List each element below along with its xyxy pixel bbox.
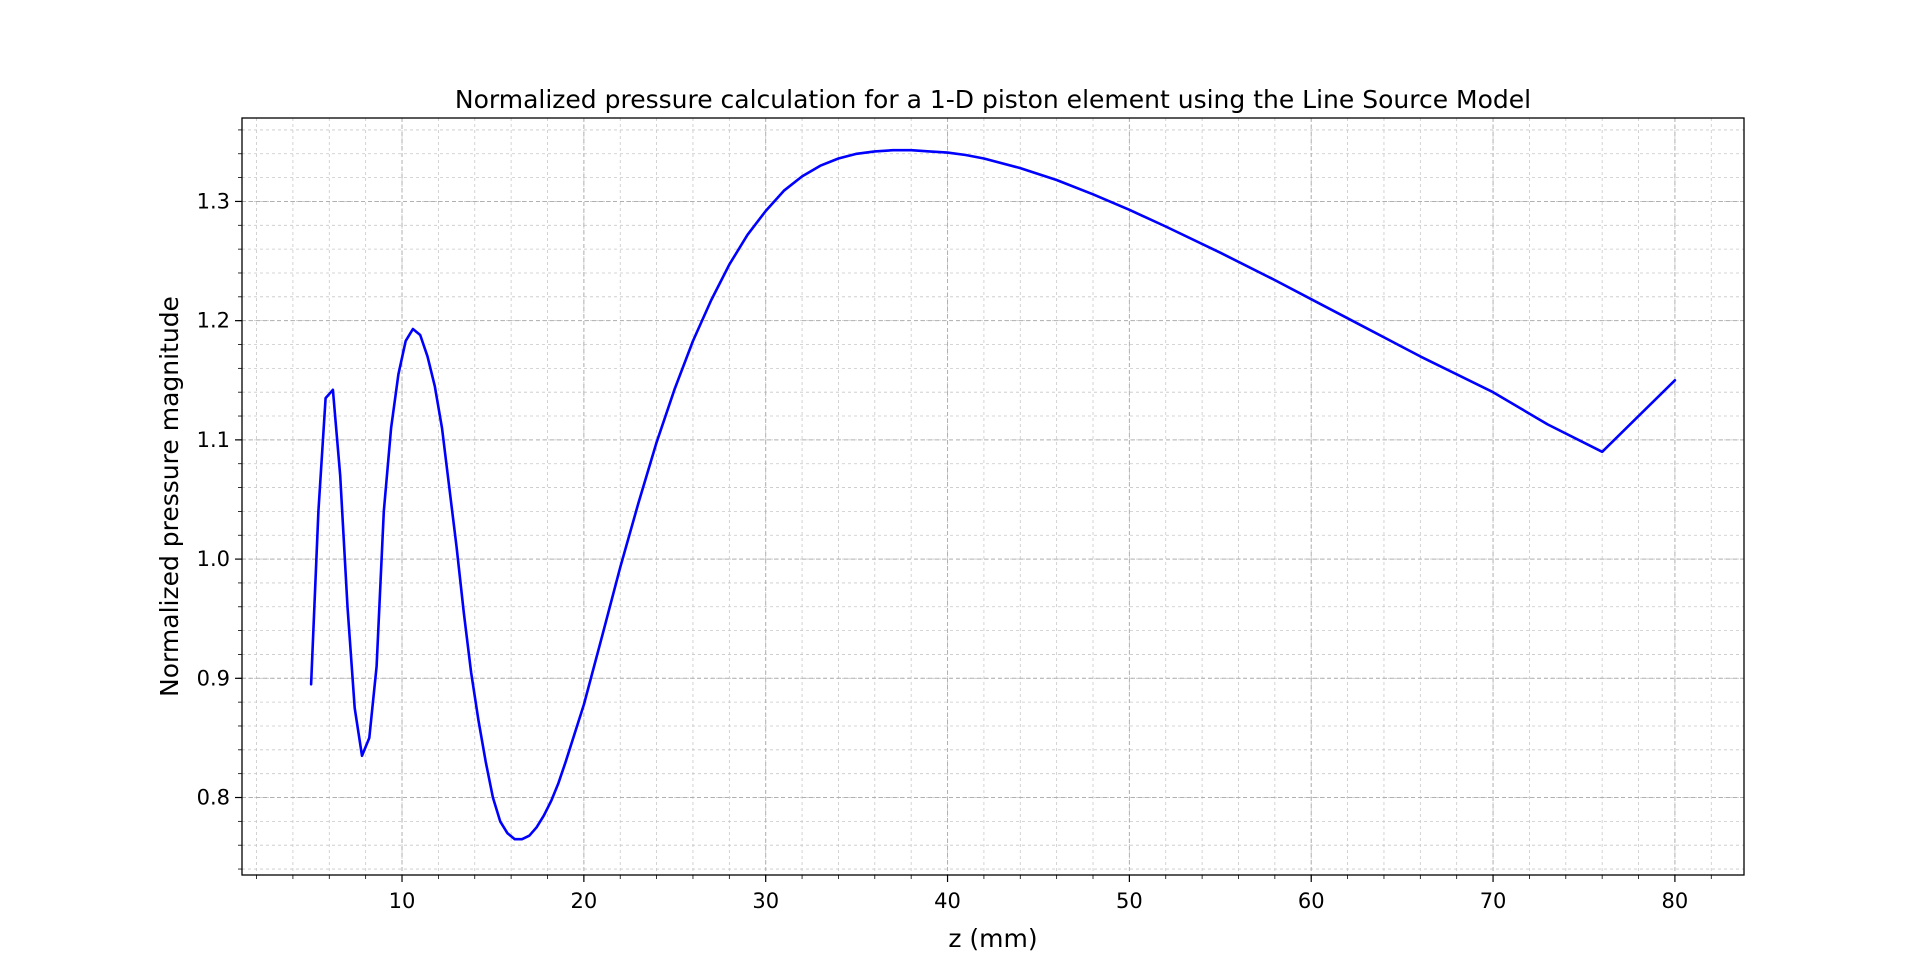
y-tick-label: 1.0 (197, 547, 230, 571)
minor-gridlines (242, 118, 1744, 875)
series-line (309, 148, 1677, 841)
y-tick-labels: 0.8 0.9 1.0 1.1 1.2 1.3 (197, 189, 230, 809)
y-tick-label: 1.2 (197, 309, 230, 333)
y-tick-label: 1.1 (197, 428, 230, 452)
x-tick-label: 30 (752, 889, 779, 913)
y-tick-label: 0.8 (197, 786, 230, 810)
y-tick-label: 1.3 (197, 189, 230, 213)
major-gridlines (242, 118, 1744, 875)
x-tick-label: 10 (389, 889, 416, 913)
plot-frame (241, 117, 1745, 876)
axis-ticks (235, 129, 1712, 882)
x-tick-label: 20 (570, 889, 597, 913)
x-tick-label: 60 (1298, 889, 1325, 913)
x-axis-label: z (mm) (948, 924, 1037, 953)
x-tick-label: 80 (1662, 889, 1689, 913)
x-tick-label: 70 (1480, 889, 1507, 913)
y-axis-label: Normalized pressure magnitude (155, 296, 184, 697)
series-layer (309, 148, 1677, 841)
x-tick-label: 40 (934, 889, 961, 913)
y-tick-label: 0.9 (197, 666, 230, 690)
x-tick-labels: 10 20 30 40 50 60 70 80 (389, 889, 1689, 913)
x-tick-label: 50 (1116, 889, 1143, 913)
chart-title: Normalized pressure calculation for a 1-… (455, 85, 1531, 114)
